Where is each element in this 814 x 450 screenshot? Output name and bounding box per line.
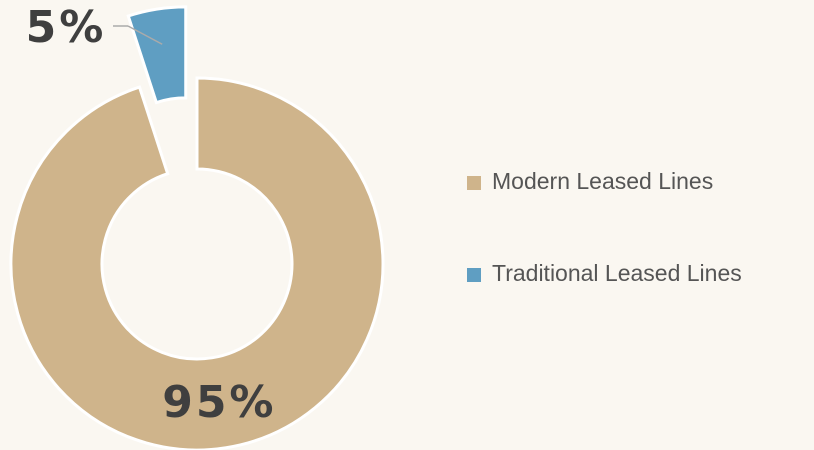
legend-swatch <box>467 176 481 190</box>
legend-label: Modern Leased Lines <box>492 168 713 194</box>
legend-label: Traditional Leased Lines <box>492 260 742 286</box>
donut-slice <box>126 5 188 105</box>
donut-slice <box>9 76 385 450</box>
value-label: 5% <box>26 2 107 53</box>
value-label: 95% <box>162 377 276 428</box>
leader-line <box>127 25 163 45</box>
legend-swatch <box>467 268 481 282</box>
